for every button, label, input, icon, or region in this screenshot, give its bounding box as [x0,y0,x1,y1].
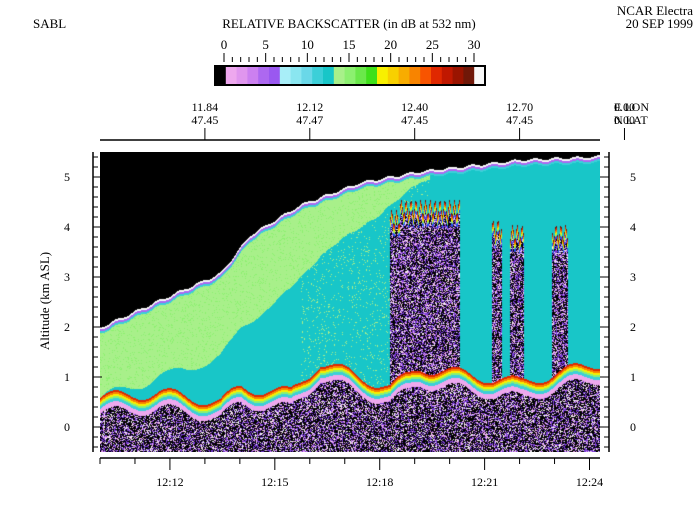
colorbar-tick-label: 25 [426,37,439,52]
y-tick-label-right: 0 [630,420,636,434]
colorbar-swatch [420,66,432,85]
bottom-axis: 12:12 12:15 12:18 12:21 12:24 [99,457,603,489]
top-axis-lon-label: 0.00 [614,100,635,114]
colorbar-swatch [215,66,227,85]
y-axis-label: Altitude (km ASL) [37,252,52,350]
colorbar-swatch [269,66,281,85]
colorbar-swatch [323,66,335,85]
y-tick-label-right: 2 [630,320,636,334]
chart-title: RELATIVE BACKSCATTER (in dB at 532 nm) [222,16,476,31]
colorbar-swatch [441,66,453,85]
y-tick-label-right: 5 [630,170,636,184]
colorbar-swatch [258,66,270,85]
platform-label: NCAR Electra [617,3,693,18]
y-tick-label: 4 [64,220,70,234]
top-axis-lat-label: 47.47 [296,113,323,127]
colorbar-tick-label: 0 [221,37,228,52]
colorbar-swatch [474,66,486,85]
colorbar: 0 5 10 15 20 25 30 [214,37,486,86]
y-tick-label: 2 [64,320,70,334]
colorbar-swatch [247,66,259,85]
right-axis: 0 1 2 3 4 5 [600,152,636,452]
colorbar-swatch [355,66,367,85]
x-tick-label: 12:15 [261,475,288,489]
colorbar-swatch [344,66,356,85]
left-axis: 0 1 2 3 4 5 [64,152,102,452]
instrument-label: SABL [33,16,66,31]
top-axis-lon-label: 12.40 [401,100,428,114]
colorbar-swatch [225,66,237,85]
colorbar-tick-label: 10 [301,37,314,52]
colorbar-swatch [366,66,378,85]
colorbar-swatch [301,66,313,85]
colorbar-swatch [279,66,291,85]
top-axis-lat-label: 47.45 [401,113,428,127]
x-tick-label: 12:21 [471,475,498,489]
x-tick-label: 12:12 [156,475,183,489]
colorbar-swatch [290,66,302,85]
y-tick-label-right: 1 [630,370,636,384]
colorbar-swatch [312,66,324,85]
colorbar-swatch [333,66,345,85]
colorbar-swatch [398,66,410,85]
colorbar-tick-label: 30 [468,37,481,52]
colorbar-swatch [463,66,475,85]
top-axis-lat-units: N LAT [614,113,648,127]
x-tick-label: 12:18 [366,475,393,489]
top-axis-lat-label: 0.00 [614,113,635,127]
y-tick-label: 0 [64,420,70,434]
colorbar-tick-label: 5 [262,37,269,52]
colorbar-swatch [377,66,389,85]
y-tick-label: 1 [64,370,70,384]
colorbar-swatch [387,66,399,85]
top-axis-lon-units: E LON [614,100,649,114]
y-tick-label-right: 4 [630,220,636,234]
top-axis-lat-label: 47.45 [506,113,533,127]
top-axis-lat-label: 47.45 [191,113,218,127]
colorbar-swatch [236,66,248,85]
y-tick-label-right: 3 [630,270,636,284]
top-axis-lon-label: 12.12 [296,100,323,114]
colorbar-swatch [431,66,443,85]
date-label: 20 SEP 1999 [626,16,693,31]
colorbar-swatch [452,66,464,85]
top-axis-lon-label: 12.70 [506,100,533,114]
colorbar-frame [214,65,486,86]
colorbar-tick-label: 15 [343,37,356,52]
y-tick-label: 5 [64,170,70,184]
x-tick-label: 12:24 [576,475,603,489]
plot-area [100,152,600,452]
colorbar-swatch [409,66,421,85]
top-axis: 11.8447.4512.1247.4712.4047.4512.7047.45… [100,100,649,141]
colorbar-tick-label: 20 [384,37,397,52]
top-axis-lon-label: 11.84 [192,100,219,114]
y-tick-label: 3 [64,270,70,284]
backscatter-heatmap [100,152,600,452]
